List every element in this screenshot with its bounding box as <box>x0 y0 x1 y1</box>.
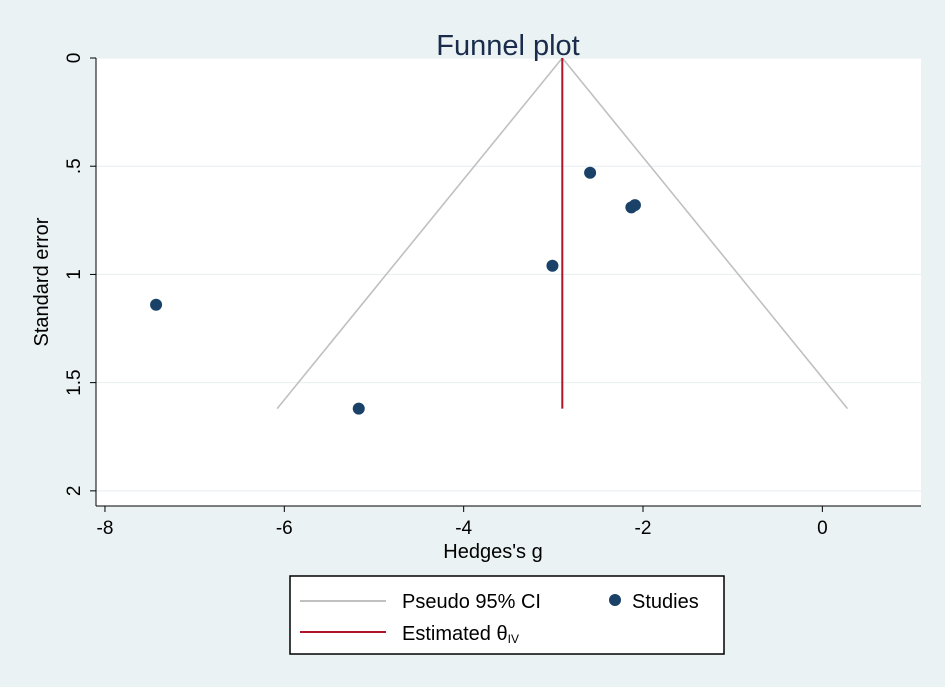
legend-studies-label: Studies <box>632 591 699 613</box>
y-tick-label: 2 <box>64 486 85 497</box>
legend-ci-label: Pseudo 95% CI <box>402 591 541 613</box>
y-tick-label: 1.5 <box>64 369 85 395</box>
x-tick-label: -4 <box>455 518 472 539</box>
legend-estimate-label-sub: IV <box>508 632 519 646</box>
y-tick-label: .5 <box>64 158 85 174</box>
y-tick-label: 1 <box>64 269 85 280</box>
plot-area <box>96 58 921 506</box>
legend-studies-marker <box>609 594 621 606</box>
legend-box <box>289 575 725 655</box>
legend: Pseudo 95% CI Studies Estimated θIV <box>289 575 725 655</box>
x-tick-label: 0 <box>817 518 828 539</box>
y-tick-label: 0 <box>64 53 85 64</box>
study-point <box>584 166 597 179</box>
x-tick-label: -2 <box>635 518 652 539</box>
grid-lines <box>96 57 921 492</box>
study-point <box>150 298 163 311</box>
x-tick-label: -6 <box>276 518 293 539</box>
axes: -8 -6 -4 -2 0 0 .5 1 1.5 2 <box>64 53 921 539</box>
pseudo-ci-line <box>276 57 563 410</box>
study-point <box>628 199 641 212</box>
y-axis-title: Standard error <box>31 217 53 346</box>
study-point <box>352 402 365 415</box>
legend-estimate-label: Estimated θIV <box>402 623 519 646</box>
legend-estimate-label-main: Estimated θ <box>402 623 508 645</box>
pseudo-ci-lines <box>276 57 849 410</box>
x-tick-label: -8 <box>97 518 114 539</box>
study-point <box>546 259 559 272</box>
pseudo-ci-line <box>561 57 849 410</box>
x-axis-title: Hedges's g <box>443 541 542 563</box>
study-points <box>150 166 641 415</box>
chart-title: Funnel plot <box>436 30 580 62</box>
